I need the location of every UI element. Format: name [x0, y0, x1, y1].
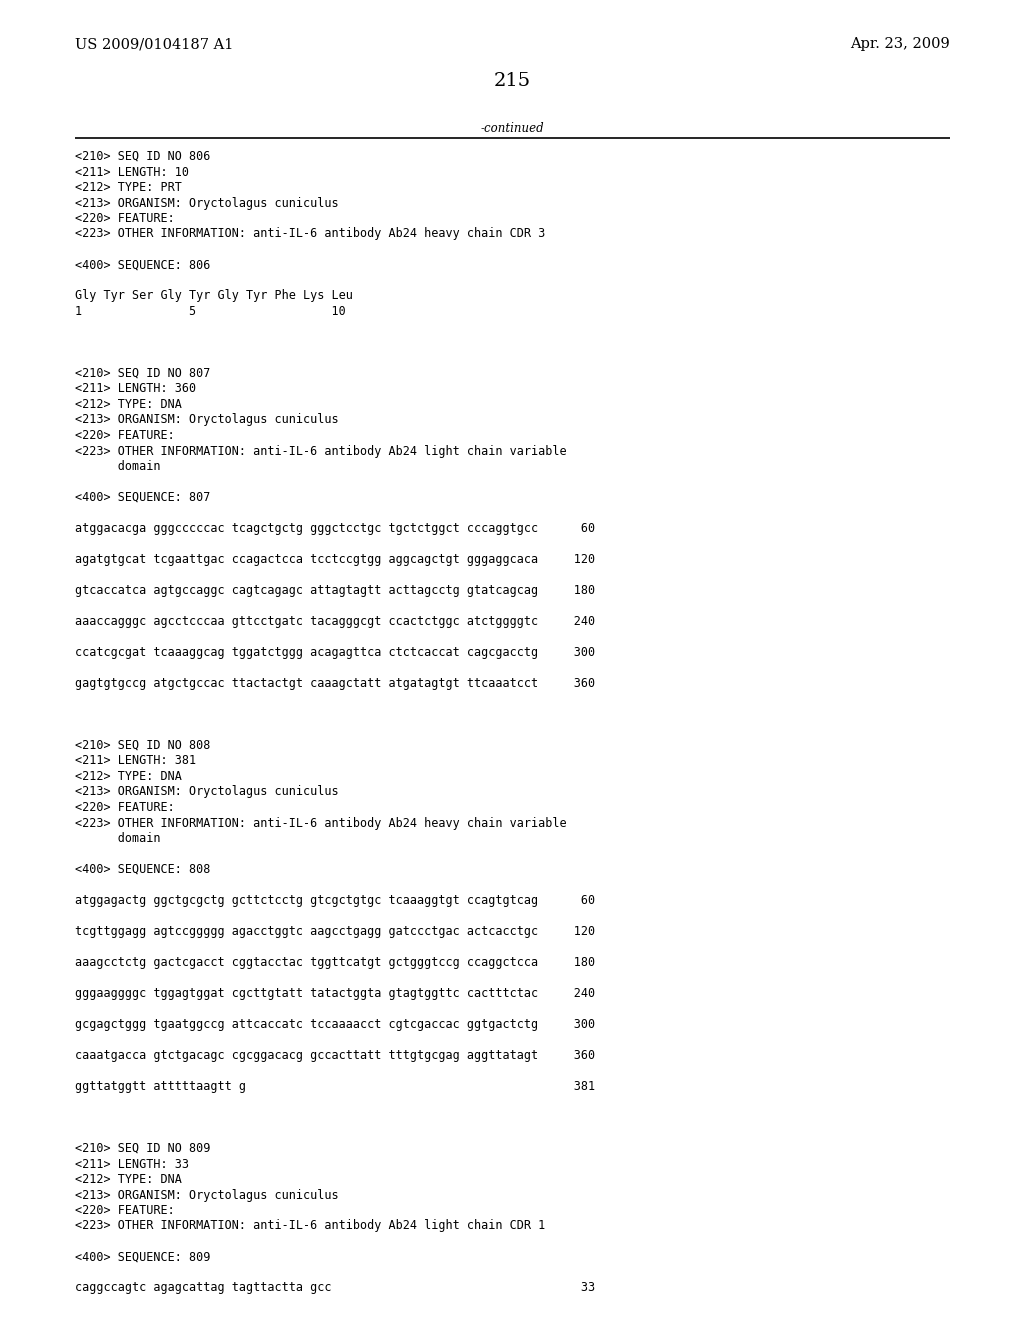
- Text: ggttatggtt atttttaagtt g                                              381: ggttatggtt atttttaagtt g 381: [75, 1080, 595, 1093]
- Text: gagtgtgccg atgctgccac ttactactgt caaagctatt atgatagtgt ttcaaatcct     360: gagtgtgccg atgctgccac ttactactgt caaagct…: [75, 677, 595, 690]
- Text: <213> ORGANISM: Oryctolagus cuniculus: <213> ORGANISM: Oryctolagus cuniculus: [75, 197, 339, 210]
- Text: caggccagtc agagcattag tagttactta gcc                                   33: caggccagtc agagcattag tagttactta gcc 33: [75, 1282, 595, 1295]
- Text: <210> SEQ ID NO 809: <210> SEQ ID NO 809: [75, 1142, 210, 1155]
- Text: <212> TYPE: DNA: <212> TYPE: DNA: [75, 1173, 182, 1185]
- Text: <223> OTHER INFORMATION: anti-IL-6 antibody Ab24 light chain variable: <223> OTHER INFORMATION: anti-IL-6 antib…: [75, 445, 566, 458]
- Text: <213> ORGANISM: Oryctolagus cuniculus: <213> ORGANISM: Oryctolagus cuniculus: [75, 785, 339, 799]
- Text: gcgagctggg tgaatggccg attcaccatc tccaaaacct cgtcgaccac ggtgactctg     300: gcgagctggg tgaatggccg attcaccatc tccaaaa…: [75, 1018, 595, 1031]
- Text: atggacacga gggcccccac tcagctgctg gggctcctgc tgctctggct cccaggtgcc      60: atggacacga gggcccccac tcagctgctg gggctcc…: [75, 521, 595, 535]
- Text: <211> LENGTH: 381: <211> LENGTH: 381: [75, 755, 197, 767]
- Text: <400> SEQUENCE: 808: <400> SEQUENCE: 808: [75, 863, 210, 876]
- Text: Gly Tyr Ser Gly Tyr Gly Tyr Phe Lys Leu: Gly Tyr Ser Gly Tyr Gly Tyr Phe Lys Leu: [75, 289, 353, 302]
- Text: caaatgacca gtctgacagc cgcggacacg gccacttatt tttgtgcgag aggttatagt     360: caaatgacca gtctgacagc cgcggacacg gccactt…: [75, 1049, 595, 1063]
- Text: <400> SEQUENCE: 809: <400> SEQUENCE: 809: [75, 1250, 210, 1263]
- Text: <213> ORGANISM: Oryctolagus cuniculus: <213> ORGANISM: Oryctolagus cuniculus: [75, 1188, 339, 1201]
- Text: gtcaccatca agtgccaggc cagtcagagc attagtagtt acttagcctg gtatcagcag     180: gtcaccatca agtgccaggc cagtcagagc attagta…: [75, 583, 595, 597]
- Text: 215: 215: [494, 73, 530, 90]
- Text: <220> FEATURE:: <220> FEATURE:: [75, 213, 175, 224]
- Text: US 2009/0104187 A1: US 2009/0104187 A1: [75, 37, 233, 51]
- Text: <400> SEQUENCE: 806: <400> SEQUENCE: 806: [75, 259, 210, 272]
- Text: <211> LENGTH: 33: <211> LENGTH: 33: [75, 1158, 189, 1171]
- Text: domain: domain: [75, 459, 161, 473]
- Text: aaagcctctg gactcgacct cggtacctac tggttcatgt gctgggtccg ccaggctcca     180: aaagcctctg gactcgacct cggtacctac tggttca…: [75, 956, 595, 969]
- Text: domain: domain: [75, 832, 161, 845]
- Text: agatgtgcat tcgaattgac ccagactcca tcctccgtgg aggcagctgt gggaggcaca     120: agatgtgcat tcgaattgac ccagactcca tcctccg…: [75, 553, 595, 566]
- Text: gggaaggggc tggagtggat cgcttgtatt tatactggta gtagtggttc cactttctac     240: gggaaggggc tggagtggat cgcttgtatt tatactg…: [75, 987, 595, 1001]
- Text: tcgttggagg agtccggggg agacctggtc aagcctgagg gatccctgac actcacctgc     120: tcgttggagg agtccggggg agacctggtc aagcctg…: [75, 925, 595, 939]
- Text: <220> FEATURE:: <220> FEATURE:: [75, 429, 175, 442]
- Text: <220> FEATURE:: <220> FEATURE:: [75, 1204, 175, 1217]
- Text: <220> FEATURE:: <220> FEATURE:: [75, 801, 175, 814]
- Text: <211> LENGTH: 10: <211> LENGTH: 10: [75, 165, 189, 178]
- Text: -continued: -continued: [480, 121, 544, 135]
- Text: <212> TYPE: PRT: <212> TYPE: PRT: [75, 181, 182, 194]
- Text: <210> SEQ ID NO 808: <210> SEQ ID NO 808: [75, 739, 210, 752]
- Text: 1               5                   10: 1 5 10: [75, 305, 346, 318]
- Text: <212> TYPE: DNA: <212> TYPE: DNA: [75, 399, 182, 411]
- Text: <212> TYPE: DNA: <212> TYPE: DNA: [75, 770, 182, 783]
- Text: <400> SEQUENCE: 807: <400> SEQUENCE: 807: [75, 491, 210, 504]
- Text: <223> OTHER INFORMATION: anti-IL-6 antibody Ab24 light chain CDR 1: <223> OTHER INFORMATION: anti-IL-6 antib…: [75, 1220, 545, 1233]
- Text: aaaccagggc agcctcccaa gttcctgatc tacagggcgt ccactctggc atctggggtc     240: aaaccagggc agcctcccaa gttcctgatc tacaggg…: [75, 615, 595, 628]
- Text: atggagactg ggctgcgctg gcttctcctg gtcgctgtgc tcaaaggtgt ccagtgtcag      60: atggagactg ggctgcgctg gcttctcctg gtcgctg…: [75, 894, 595, 907]
- Text: <210> SEQ ID NO 806: <210> SEQ ID NO 806: [75, 150, 210, 162]
- Text: <211> LENGTH: 360: <211> LENGTH: 360: [75, 383, 197, 396]
- Text: Apr. 23, 2009: Apr. 23, 2009: [850, 37, 950, 51]
- Text: ccatcgcgat tcaaaggcag tggatctggg acagagttca ctctcaccat cagcgacctg     300: ccatcgcgat tcaaaggcag tggatctggg acagagt…: [75, 645, 595, 659]
- Text: <223> OTHER INFORMATION: anti-IL-6 antibody Ab24 heavy chain CDR 3: <223> OTHER INFORMATION: anti-IL-6 antib…: [75, 227, 545, 240]
- Text: <213> ORGANISM: Oryctolagus cuniculus: <213> ORGANISM: Oryctolagus cuniculus: [75, 413, 339, 426]
- Text: <210> SEQ ID NO 807: <210> SEQ ID NO 807: [75, 367, 210, 380]
- Text: <223> OTHER INFORMATION: anti-IL-6 antibody Ab24 heavy chain variable: <223> OTHER INFORMATION: anti-IL-6 antib…: [75, 817, 566, 829]
